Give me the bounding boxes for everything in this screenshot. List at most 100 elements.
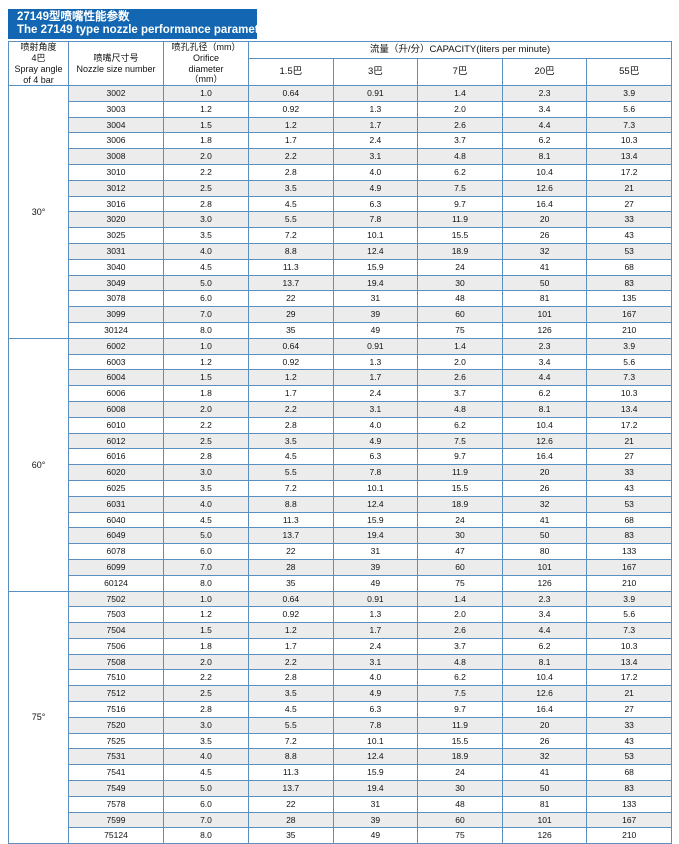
spray-angle-cell: 30° [8, 85, 69, 339]
capacity-cell-7bar: 3.7 [417, 385, 503, 402]
header-row-pressures: 1.5巴 3巴 7巴 20巴 55巴 [9, 58, 672, 86]
capacity-cell-55bar: 17.2 [586, 416, 672, 434]
capacity-cell-20bar: 41 [501, 511, 588, 529]
capacity-cell-1.5bar: 3.5 [248, 432, 334, 450]
nozzle-size-cell: 7578 [68, 795, 164, 813]
table-row: 3099 7.0 29 39 60 101 167 [9, 306, 672, 323]
orifice-diameter-cell: 2.0 [163, 653, 249, 671]
capacity-cell-20bar: 20 [501, 211, 588, 229]
capacity-cell-7bar: 18.9 [417, 748, 503, 766]
nozzle-performance-table: 喷射角度 4巴 Spray angle of 4 bar 喷嘴尺寸号 Nozzl… [8, 41, 672, 844]
capacity-cell-3bar: 39 [332, 811, 419, 829]
capacity-cell-7bar: 60 [417, 811, 503, 829]
capacity-cell-1.5bar: 35 [248, 574, 334, 592]
capacity-cell-7bar: 2.0 [417, 100, 503, 118]
orifice-diameter-cell: 8.0 [163, 574, 249, 592]
table-row: 6049 5.0 13.7 19.4 30 50 83 [9, 527, 672, 545]
capacity-cell-20bar: 101 [501, 306, 588, 323]
table-row: 7503 1.2 0.92 1.3 2.0 3.4 5.6 [9, 606, 672, 624]
capacity-cell-20bar: 4.4 [501, 369, 588, 387]
orifice-diameter-cell: 3.0 [163, 464, 249, 481]
capacity-cell-20bar: 16.4 [501, 195, 588, 213]
capacity-cell-1.5bar: 2.8 [248, 163, 334, 181]
capacity-cell-55bar: 33 [586, 716, 672, 734]
capacity-cell-7bar: 75 [417, 321, 503, 339]
capacity-cell-3bar: 4.9 [332, 685, 419, 703]
orifice-diameter-cell: 3.5 [163, 227, 249, 244]
capacity-cell-55bar: 53 [586, 748, 672, 766]
capacity-cell-1.5bar: 28 [248, 558, 334, 576]
capacity-cell-1.5bar: 2.8 [248, 669, 334, 687]
nozzle-size-cell: 3012 [68, 179, 164, 197]
capacity-cell-20bar: 26 [501, 227, 588, 244]
capacity-cell-1.5bar: 2.2 [248, 148, 334, 165]
header-capacity: 流量（升/分）CAPACITY(liters per minute) [248, 41, 672, 59]
nozzle-size-cell: 7512 [68, 685, 164, 703]
capacity-cell-55bar: 3.9 [586, 85, 672, 102]
capacity-cell-20bar: 2.3 [501, 590, 588, 608]
nozzle-size-cell: 3008 [68, 148, 164, 165]
table-row: 3006 1.8 1.7 2.4 3.7 6.2 10.3 [9, 132, 672, 150]
capacity-cell-55bar: 27 [586, 195, 672, 213]
nozzle-size-cell: 3004 [68, 116, 164, 134]
nozzle-size-cell: 7503 [68, 606, 164, 624]
capacity-cell-1.5bar: 5.5 [248, 464, 334, 481]
table-row: 3008 2.0 2.2 3.1 4.8 8.1 13.4 [9, 148, 672, 165]
capacity-cell-55bar: 210 [586, 321, 672, 339]
capacity-cell-20bar: 6.2 [501, 637, 588, 655]
capacity-cell-7bar: 60 [417, 306, 503, 323]
capacity-cell-1.5bar: 7.2 [248, 479, 334, 497]
nozzle-size-cell: 60124 [68, 574, 164, 592]
capacity-cell-3bar: 4.0 [332, 669, 419, 687]
nozzle-size-cell: 7599 [68, 811, 164, 829]
capacity-cell-3bar: 39 [332, 558, 419, 576]
capacity-cell-55bar: 83 [586, 527, 672, 545]
capacity-cell-3bar: 49 [332, 827, 419, 844]
capacity-cell-1.5bar: 8.8 [248, 748, 334, 766]
capacity-cell-1.5bar: 1.7 [248, 637, 334, 655]
capacity-cell-1.5bar: 11.3 [248, 764, 334, 782]
capacity-cell-7bar: 2.0 [417, 606, 503, 624]
orifice-diameter-cell: 1.2 [163, 606, 249, 624]
capacity-cell-1.5bar: 8.8 [248, 242, 334, 260]
table-row: 6010 2.2 2.8 4.0 6.2 10.4 17.2 [9, 416, 672, 434]
spray-angle-cell: 75° [8, 590, 69, 844]
nozzle-size-cell: 7520 [68, 716, 164, 734]
capacity-cell-55bar: 13.4 [586, 148, 672, 165]
capacity-cell-7bar: 4.8 [417, 653, 503, 671]
header-orifice-en3: （mm） [189, 74, 223, 85]
header-spray-angle-cn2: 4巴 [31, 53, 46, 63]
orifice-diameter-cell: 4.5 [163, 764, 249, 782]
nozzle-size-cell: 3040 [68, 258, 164, 276]
orifice-diameter-cell: 7.0 [163, 558, 249, 576]
capacity-cell-55bar: 10.3 [586, 637, 672, 655]
capacity-cell-3bar: 2.4 [332, 637, 419, 655]
capacity-cell-20bar: 4.4 [501, 622, 588, 639]
nozzle-size-cell: 3016 [68, 195, 164, 213]
capacity-cell-1.5bar: 2.2 [248, 653, 334, 671]
nozzle-size-cell: 3049 [68, 274, 164, 292]
orifice-diameter-cell: 6.0 [163, 795, 249, 813]
capacity-cell-3bar: 10.1 [332, 479, 419, 497]
capacity-cell-55bar: 33 [586, 211, 672, 229]
capacity-cell-20bar: 12.6 [501, 179, 588, 197]
capacity-cell-7bar: 7.5 [417, 179, 503, 197]
nozzle-size-cell: 3031 [68, 242, 164, 260]
capacity-cell-7bar: 18.9 [417, 495, 503, 513]
orifice-diameter-cell: 8.0 [163, 827, 249, 844]
capacity-cell-55bar: 210 [586, 827, 672, 844]
nozzle-size-cell: 3010 [68, 163, 164, 181]
capacity-cell-1.5bar: 0.64 [248, 337, 334, 355]
orifice-diameter-cell: 7.0 [163, 811, 249, 829]
capacity-cell-7bar: 6.2 [417, 163, 503, 181]
capacity-cell-1.5bar: 1.2 [248, 622, 334, 639]
orifice-diameter-cell: 4.0 [163, 495, 249, 513]
table-row: 7512 2.5 3.5 4.9 7.5 12.6 21 [9, 685, 672, 703]
table-row: 3078 6.0 22 31 48 81 135 [9, 290, 672, 308]
orifice-diameter-cell: 1.2 [163, 353, 249, 371]
capacity-cell-3bar: 1.7 [332, 116, 419, 134]
nozzle-size-cell: 7516 [68, 701, 164, 718]
capacity-cell-3bar: 6.3 [332, 195, 419, 213]
capacity-cell-55bar: 21 [586, 432, 672, 450]
capacity-cell-7bar: 1.4 [417, 590, 503, 608]
